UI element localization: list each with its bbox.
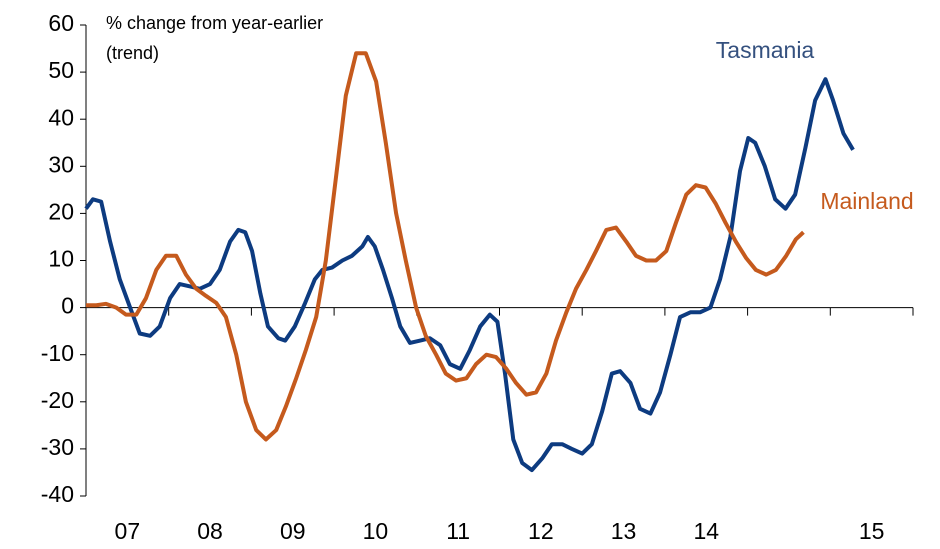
x-tick-label: 09 xyxy=(280,518,306,544)
y-tick-label: 10 xyxy=(48,246,74,272)
x-tick-label: 11 xyxy=(446,518,470,544)
y-tick-label: 0 xyxy=(61,293,74,319)
axis-label: % change from year-earlier xyxy=(106,13,323,33)
series-label: Mainland xyxy=(820,188,913,214)
x-tick-label: 15 xyxy=(859,518,885,544)
y-tick-label: -40 xyxy=(41,481,74,507)
y-tick-label: 50 xyxy=(48,57,74,83)
x-tick-label: 13 xyxy=(611,518,637,544)
y-tick-label: 30 xyxy=(48,151,74,177)
x-tick-label: 08 xyxy=(197,518,223,544)
series-label: Tasmania xyxy=(716,37,815,63)
y-tick-label: 20 xyxy=(48,198,74,224)
x-tick-label: 14 xyxy=(693,518,719,544)
y-tick-label: 40 xyxy=(48,104,74,130)
y-tick-label: -10 xyxy=(41,340,74,366)
y-tick-label: -30 xyxy=(41,434,74,460)
y-tick-label: -20 xyxy=(41,387,74,413)
axis-label: (trend) xyxy=(106,43,159,63)
x-tick-label: 10 xyxy=(363,518,389,544)
x-tick-label: 07 xyxy=(115,518,141,544)
series-line xyxy=(86,51,805,442)
series-line xyxy=(84,77,855,473)
x-tick-label: 12 xyxy=(528,518,554,544)
y-tick-label: 60 xyxy=(48,10,74,36)
